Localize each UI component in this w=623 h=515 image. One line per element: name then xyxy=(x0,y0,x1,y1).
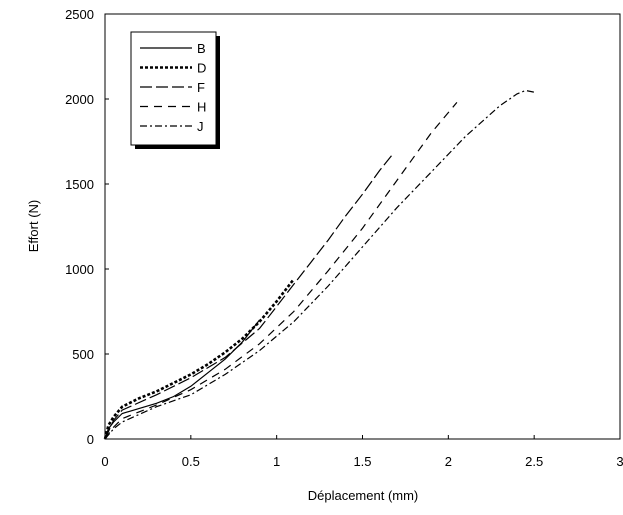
y-axis-ticks: 0 500 1000 1500 2000 2500 xyxy=(65,7,109,447)
x-tick-label: 0 xyxy=(101,454,108,469)
legend-label-j: J xyxy=(197,119,204,134)
x-axis-title: Déplacement (mm) xyxy=(308,488,419,503)
series-line-h xyxy=(104,102,458,440)
legend-label-d: D xyxy=(197,61,206,76)
y-tick-label: 1000 xyxy=(65,262,94,277)
series-line-f xyxy=(104,153,394,440)
series-layer xyxy=(103,89,535,440)
x-tick-label: 1 xyxy=(273,454,280,469)
y-axis-title: Effort (N) xyxy=(26,200,41,253)
y-tick-label: 2500 xyxy=(65,7,94,22)
y-tick-label: 2000 xyxy=(65,92,94,107)
y-tick-label: 500 xyxy=(72,347,94,362)
x-axis-ticks: 0 0.5 1 1.5 2 2.5 3 xyxy=(101,435,623,469)
y-tick-label: 0 xyxy=(87,432,94,447)
x-tick-label: 0.5 xyxy=(182,454,200,469)
legend-label-f: F xyxy=(197,80,205,95)
x-tick-label: 2.5 xyxy=(525,454,543,469)
series-line-b xyxy=(104,319,260,440)
series-line-j xyxy=(104,89,535,440)
series-line-d xyxy=(103,278,295,440)
x-tick-label: 2 xyxy=(445,454,452,469)
legend-label-h: H xyxy=(197,100,206,115)
y-tick-label: 1500 xyxy=(65,177,94,192)
legend-label-b: B xyxy=(197,41,206,56)
x-tick-label: 3 xyxy=(616,454,623,469)
x-tick-label: 1.5 xyxy=(353,454,371,469)
